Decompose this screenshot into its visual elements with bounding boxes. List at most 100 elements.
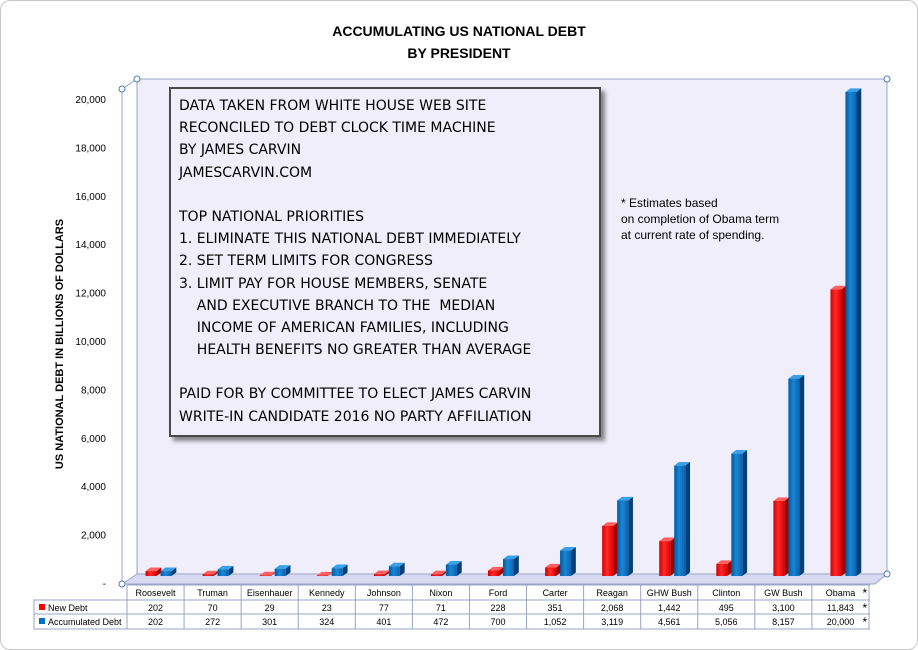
bar-new-debt	[659, 537, 676, 576]
data-label: 1,442	[658, 603, 681, 613]
info-box-line: 2. SET TERM LIMITS FOR CONGRESS	[179, 253, 433, 270]
bar-new-debt	[716, 560, 733, 576]
data-label: 3,100	[772, 603, 795, 613]
category-label: GHW Bush	[647, 588, 692, 598]
bar-new-debt	[830, 285, 847, 576]
y-tick-label: 14,000	[75, 240, 106, 251]
legend-label: Accumulated Debt	[48, 617, 122, 627]
bar-new-debt	[545, 563, 561, 576]
data-label: 2,068	[601, 603, 624, 613]
bar-accumulated-debt	[731, 450, 748, 576]
bar-new-debt	[145, 567, 162, 576]
bar-new-debt	[316, 571, 333, 576]
category-label: Roosevelt	[136, 588, 177, 598]
bar-top	[373, 570, 390, 575]
y-tick-label: 8,000	[81, 385, 106, 396]
bar-side	[327, 571, 333, 576]
data-label: 4,561	[658, 617, 681, 627]
info-box-line: 3. LIMIT PAY FOR HOUSE MEMBERS, SENATE	[179, 275, 488, 292]
bar-side	[799, 375, 805, 576]
bar-accumulated-debt	[788, 375, 805, 576]
category-label: Carter	[543, 588, 568, 598]
info-box-line: PAID FOR BY COMMITTEE TO ELECT JAMES CAR…	[179, 386, 532, 403]
bar-top	[430, 570, 447, 575]
data-label: 472	[433, 617, 448, 627]
bar-top	[145, 567, 162, 572]
info-box-line: INCOME OF AMERICAN FAMILIES, INCLUDING	[179, 319, 509, 336]
bar-top	[388, 562, 405, 567]
bar-top	[445, 560, 462, 565]
bar-side	[727, 560, 733, 576]
asterisk-mark: *	[862, 615, 867, 629]
bar-side	[685, 462, 691, 576]
note-line: on completion of Obama term	[621, 212, 779, 226]
bar-new-debt	[488, 566, 504, 576]
y-tick-label: -	[103, 579, 106, 590]
bar-top	[659, 537, 676, 542]
bar-side	[742, 450, 748, 576]
bar-front	[388, 566, 400, 576]
category-label: Reagan	[596, 588, 628, 598]
bar-side	[499, 566, 504, 576]
bar-front	[674, 465, 686, 576]
bar-side	[441, 570, 447, 576]
bar-top	[259, 571, 276, 576]
bar-front	[830, 289, 842, 576]
data-label: 77	[379, 603, 389, 613]
data-label: 23	[322, 603, 332, 613]
y-tick-label: 2,000	[81, 531, 106, 542]
legend-label: New Debt	[48, 603, 88, 613]
info-box-line: TOP NATIONAL PRIORITIES	[179, 208, 365, 225]
y-tick-label: 6,000	[81, 434, 106, 445]
legend-swatch	[39, 618, 45, 624]
bar-side	[456, 560, 462, 576]
info-box-line: DATA TAKEN FROM WHITE HOUSE WEB SITE	[179, 98, 487, 114]
data-label: 351	[548, 603, 563, 613]
bar-front	[160, 571, 172, 576]
category-label: Clinton	[712, 588, 740, 598]
category-label: Ford	[489, 588, 508, 598]
bar-accumulated-debt	[388, 562, 405, 576]
bar-side	[342, 564, 348, 576]
bar-front	[316, 575, 328, 576]
bar-new-debt	[773, 497, 790, 576]
bar-accumulated-debt	[845, 88, 862, 577]
bar-front	[217, 569, 229, 576]
info-box-line: 1. ELIMINATE THIS NATIONAL DEBT IMMEDIAT…	[179, 231, 521, 248]
bar-front	[716, 564, 728, 576]
bar-accumulated-debt	[160, 567, 177, 576]
info-box-line: WRITE-IN CANDIDATE 2016 NO PARTY AFFILIA…	[179, 408, 532, 425]
plot-side-wall	[121, 78, 138, 584]
data-label: 228	[490, 603, 505, 613]
bar-side	[556, 563, 561, 576]
bar-side	[841, 285, 847, 576]
category-label: Eisenhauer	[247, 588, 293, 598]
bar-side	[670, 537, 676, 576]
asterisk-mark: *	[862, 586, 867, 600]
info-box-line	[179, 361, 591, 383]
info-box: DATA TAKEN FROM WHITE HOUSE WEB SITE RECO…	[169, 87, 601, 437]
chart-title: ACCUMULATING US NATIONAL DEBT BY PRESIDE…	[332, 23, 586, 61]
selection-handle	[883, 75, 891, 83]
y-tick-label: 12,000	[75, 289, 106, 300]
bar-top	[160, 567, 177, 572]
data-label: 5,056	[715, 617, 738, 627]
data-table: Roosevelt 202 202 Truman 70 272 Eisenhauer 29 30…	[33, 584, 870, 630]
y-tick-label: 4,000	[81, 482, 106, 493]
bar-accumulated-debt	[331, 564, 348, 576]
bar-front	[202, 574, 214, 576]
data-label: 401	[376, 617, 391, 627]
bar-top	[316, 571, 333, 576]
info-box-line: BY JAMES CARVIN	[179, 142, 302, 159]
data-label: 700	[490, 617, 505, 627]
bar-accumulated-debt	[674, 462, 691, 576]
data-label: 495	[719, 603, 734, 613]
bar-front	[602, 525, 614, 576]
info-box-line: RECONCILED TO DEBT CLOCK TIME MACHINE	[179, 120, 496, 137]
data-label: 20,000	[827, 617, 855, 627]
bar-top	[503, 555, 519, 560]
bar-accumulated-debt	[274, 565, 291, 576]
bar-top	[845, 88, 862, 92]
bar-front	[731, 453, 743, 576]
data-label: 70	[208, 603, 218, 613]
